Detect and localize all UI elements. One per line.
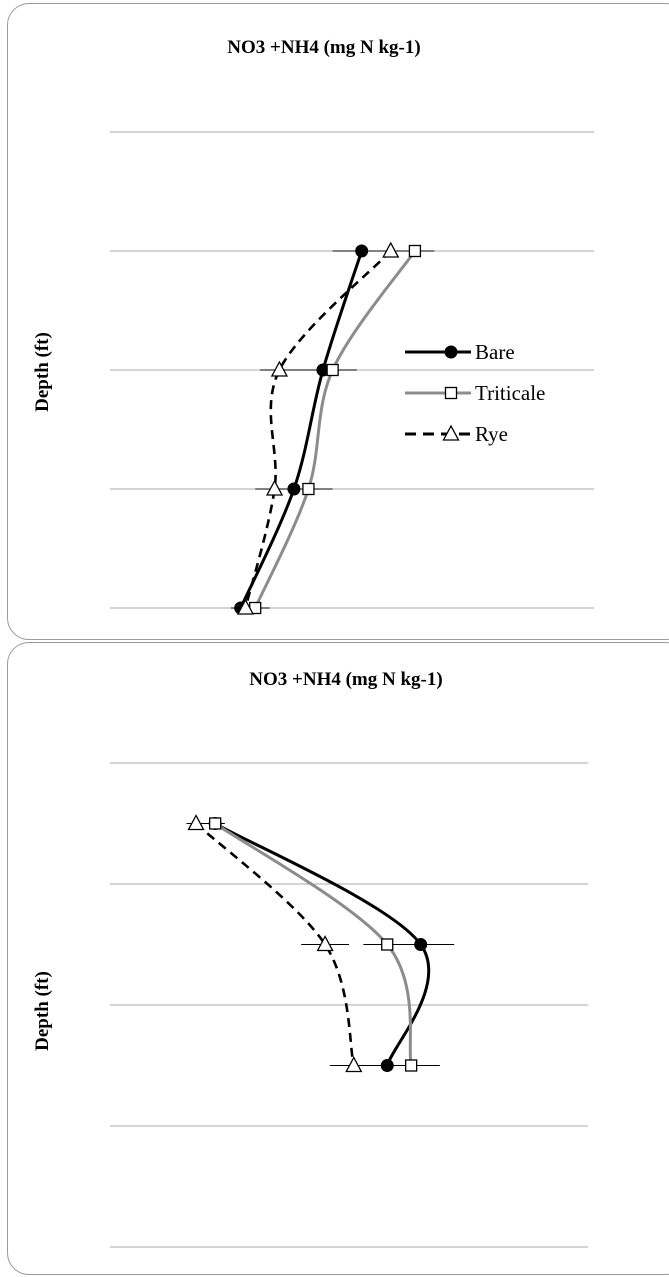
top-line-triticale <box>253 250 417 609</box>
bottom-line-rye <box>195 822 356 1066</box>
top-legend-label-triticale: Triticale <box>475 381 545 405</box>
top-legend-marker-rye <box>442 424 460 441</box>
bottom-point-triticale-2 <box>404 1059 418 1072</box>
bottom-point-bare-2 <box>380 1059 394 1072</box>
chart-top: NO3 +NH4 (mg N kg-1) Depth (ft) Bare Tritic… <box>32 37 594 615</box>
top-point-rye-0 <box>382 241 400 258</box>
bottom-markers-triticale <box>209 817 418 1072</box>
top-markers-rye <box>236 241 400 615</box>
top-legend-marker-bare <box>444 345 458 359</box>
chart-bottom: NO3 +NH4 (mg N kg-1) Depth (ft) <box>32 669 588 1248</box>
bottom-point-triticale-1 <box>381 938 394 951</box>
bottom-point-triticale-0 <box>209 817 222 830</box>
top-legend: Bare Triticale Rye <box>405 340 545 446</box>
top-markers-bare <box>234 244 369 615</box>
bottom-series-rye <box>186 822 378 1067</box>
bottom-point-rye-2 <box>345 1056 363 1073</box>
top-line-rye <box>244 250 392 609</box>
bottom-ylabel: Depth (ft) <box>32 971 53 1051</box>
top-point-rye-1 <box>270 360 288 377</box>
top-markers-triticale <box>249 244 422 615</box>
top-line-bare <box>239 250 364 609</box>
top-series-bare <box>231 250 391 609</box>
bottom-point-rye-0 <box>187 814 205 831</box>
bottom-markers-rye <box>187 814 363 1073</box>
top-point-rye-3 <box>236 598 255 615</box>
top-ylabel: Depth (ft) <box>32 332 53 412</box>
chart-panel-bottom: NO3 +NH4 (mg N kg-1) Depth (ft) <box>7 642 669 1275</box>
top-point-triticale-2 <box>302 482 315 496</box>
top-series-rye <box>231 250 411 609</box>
top-title: NO3 +NH4 (mg N kg-1) <box>227 37 420 58</box>
top-point-triticale-0 <box>408 244 422 258</box>
top-point-triticale-1 <box>326 363 339 377</box>
bottom-point-bare-1 <box>414 938 428 951</box>
bottom-point-rye-1 <box>316 935 334 952</box>
top-point-bare-2 <box>287 482 301 496</box>
top-legend-label-rye: Rye <box>475 422 508 446</box>
bottom-title: NO3 +NH4 (mg N kg-1) <box>249 669 442 690</box>
top-point-rye-2 <box>265 479 284 496</box>
chart-panel-top: NO3 +NH4 (mg N kg-1) Depth (ft) Bare Tritic… <box>7 3 669 640</box>
top-series-triticale <box>240 250 435 609</box>
top-legend-marker-triticale <box>444 386 458 400</box>
top-legend-label-bare: Bare <box>475 340 515 364</box>
top-point-bare-0 <box>355 244 369 258</box>
